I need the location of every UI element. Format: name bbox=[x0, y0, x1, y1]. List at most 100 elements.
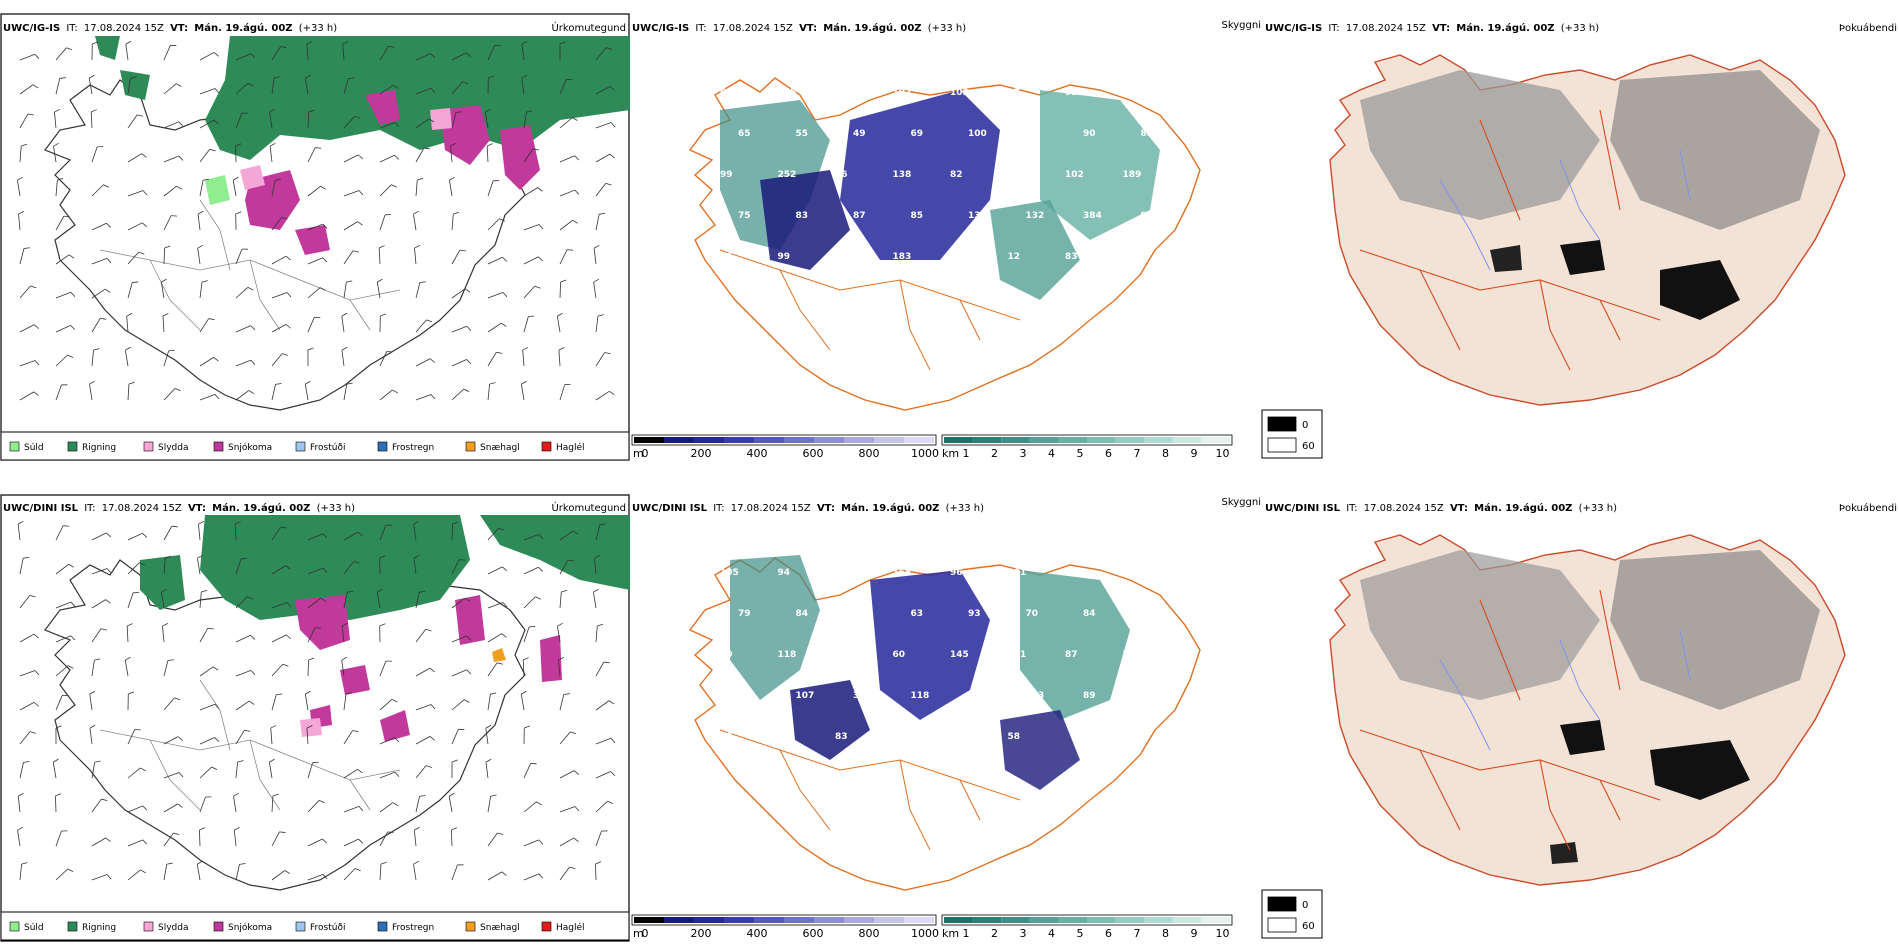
wind-barb bbox=[271, 292, 288, 299]
wind-barb-flag bbox=[70, 325, 76, 330]
wind-barb bbox=[343, 384, 348, 401]
wind-barb-flag bbox=[140, 767, 146, 772]
wind-barb bbox=[163, 864, 168, 881]
wind-barb bbox=[199, 394, 216, 401]
cloud-area-4 bbox=[760, 170, 850, 270]
wind-barb bbox=[232, 180, 237, 197]
wind-barb-flag bbox=[33, 391, 39, 396]
visibility-color-step bbox=[944, 437, 973, 443]
legend-label: Frostúði bbox=[310, 923, 345, 933]
wind-barb-flag bbox=[176, 83, 182, 87]
wind-barb-flag bbox=[100, 628, 107, 631]
row-2: UWC/DINI ISL IT: 17.08.2024 15Z VT: Mán.… bbox=[0, 494, 1897, 942]
wind-barb-flag bbox=[281, 353, 288, 356]
wind-barb bbox=[163, 772, 180, 779]
fog-swatch bbox=[1267, 917, 1297, 933]
wind-barb-flag bbox=[357, 769, 363, 774]
road-network bbox=[719, 729, 1021, 851]
cloud-area-2 bbox=[840, 90, 1000, 260]
wind-barb-flag bbox=[130, 76, 137, 79]
wind-barb-flag bbox=[280, 46, 287, 49]
wind-barb-flag bbox=[560, 279, 567, 283]
height-tick: 1000 bbox=[911, 927, 939, 940]
wind-barb-flag bbox=[23, 761, 30, 763]
wind-barb bbox=[520, 694, 525, 711]
wind-barb bbox=[127, 114, 138, 129]
wind-barb-flag bbox=[209, 148, 216, 152]
wind-barb bbox=[487, 256, 503, 265]
wind-barb-flag bbox=[322, 223, 328, 229]
wind-barb-flag bbox=[605, 47, 612, 50]
wind-barb bbox=[19, 595, 31, 609]
wind-barb bbox=[595, 661, 605, 677]
wind-barb bbox=[487, 602, 504, 609]
wind-barb bbox=[595, 771, 611, 779]
wind-barb bbox=[163, 350, 170, 367]
wind-barb bbox=[199, 318, 210, 333]
legend-label: Frostúði bbox=[310, 443, 345, 453]
wind-barb-flag bbox=[557, 622, 563, 627]
wind-barb-flag bbox=[250, 53, 256, 59]
wind-barb bbox=[127, 839, 143, 847]
wind-barb bbox=[415, 592, 420, 609]
legend-label: Slydda bbox=[158, 443, 188, 453]
wind-barb-flag bbox=[485, 758, 492, 763]
wind-barb-flag bbox=[413, 554, 420, 559]
wind-barb bbox=[55, 180, 58, 197]
wind-barb-flag bbox=[142, 839, 148, 845]
wind-barb bbox=[91, 288, 106, 299]
wind-barb-flag bbox=[538, 566, 544, 572]
wind-barb-flag bbox=[610, 122, 616, 128]
wind-barb-flag bbox=[571, 117, 578, 121]
wind-barb-flag bbox=[352, 730, 359, 733]
fog-core-1 bbox=[1560, 240, 1605, 275]
wind-barb-flag bbox=[322, 257, 328, 263]
height-color-step bbox=[874, 437, 904, 443]
wind-barb bbox=[379, 184, 392, 197]
wind-barb-flag bbox=[213, 357, 219, 362]
wind-barb-flag bbox=[161, 278, 167, 283]
wind-barb-flag bbox=[430, 88, 436, 93]
cloud-label: 99 bbox=[720, 170, 733, 180]
cloud-label: 252 bbox=[778, 170, 797, 180]
wind-barb bbox=[235, 287, 249, 299]
legend-swatch bbox=[213, 441, 224, 452]
wind-barb bbox=[413, 558, 417, 575]
wind-barb-flag bbox=[322, 567, 328, 573]
wind-barb-flag bbox=[70, 601, 76, 607]
cloud-label: 66 bbox=[835, 170, 848, 180]
legend-swatch bbox=[541, 441, 552, 452]
visibility-color-step bbox=[1058, 437, 1087, 443]
wind-barb bbox=[19, 391, 34, 401]
cloud-title: Skyggni bbox=[1221, 497, 1261, 508]
wind-barb-flag bbox=[466, 359, 472, 364]
wind-barb bbox=[307, 659, 310, 677]
wind-barb bbox=[520, 384, 525, 401]
cloud-base-labels: 61 105 89 102 103 97 95 133 65 55 49 69 100 79 90 88 99 2… bbox=[720, 88, 1153, 262]
wind-barb-flag bbox=[357, 531, 363, 537]
wind-barb-flag bbox=[430, 704, 436, 710]
visibility-tick: 3 bbox=[1020, 927, 1027, 940]
wind-barb-flag bbox=[18, 792, 24, 797]
rain-area-nw bbox=[120, 70, 150, 100]
wind-barb-flag bbox=[275, 383, 282, 385]
wind-barb-flag bbox=[308, 657, 315, 661]
wind-barb bbox=[451, 52, 467, 61]
visibility-tick: 6 bbox=[1105, 447, 1112, 460]
wind-barb bbox=[486, 146, 489, 163]
height-tick: 600 bbox=[803, 447, 824, 460]
row2-header-left: UWC/DINI ISL IT: 17.08.2024 15Z VT: Mán.… bbox=[3, 502, 355, 514]
wind-barb bbox=[487, 384, 491, 401]
wind-barb bbox=[88, 78, 93, 95]
height-tick: 400 bbox=[747, 927, 768, 940]
cloud-label: 123 bbox=[835, 650, 854, 660]
wind-barb-flag bbox=[211, 766, 218, 770]
height-tick: 1000 bbox=[911, 447, 939, 460]
wind-barb-flag bbox=[34, 53, 40, 59]
wind-barb-flag bbox=[488, 75, 495, 79]
wind-barb bbox=[55, 215, 65, 231]
wind-barb-flag bbox=[380, 861, 387, 865]
wind-barb bbox=[523, 626, 530, 643]
legend-swatch bbox=[377, 921, 388, 932]
